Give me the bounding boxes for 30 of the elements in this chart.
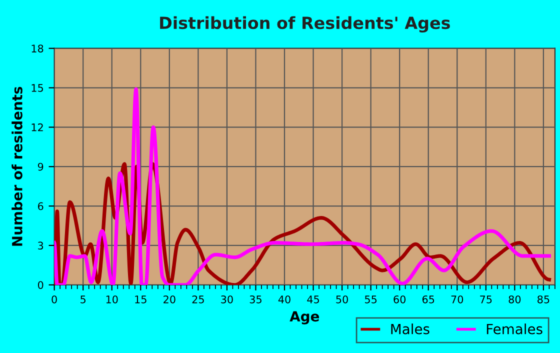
legend-label: Males bbox=[391, 324, 430, 334]
y-tick-label: 0 bbox=[38, 281, 44, 289]
x-tick-label: 5 bbox=[80, 296, 86, 304]
x-axis-title: Age bbox=[290, 311, 320, 324]
x-tick-label: 60 bbox=[394, 295, 406, 304]
x-tick-label: 35 bbox=[250, 295, 262, 304]
x-tick-label: 45 bbox=[307, 296, 319, 304]
x-tick-label: 85 bbox=[538, 295, 550, 304]
y-tick-label: 3 bbox=[38, 242, 44, 250]
x-tick-label: 55 bbox=[364, 296, 377, 304]
x-tick-label: 20 bbox=[164, 295, 176, 304]
x-tick-label: 25 bbox=[192, 295, 204, 304]
y-tick-label: 18 bbox=[32, 44, 44, 52]
x-tick-label: 10 bbox=[106, 295, 118, 304]
x-tick-label: 50 bbox=[336, 295, 348, 304]
x-tick-label: 0 bbox=[52, 295, 57, 304]
x-tick-label: 65 bbox=[422, 295, 434, 304]
y-tick-label: 9 bbox=[38, 162, 44, 171]
y-axis-title: Number of residents bbox=[12, 86, 22, 246]
x-tick-label: 80 bbox=[508, 295, 521, 304]
chart-title: Distribution of Residents' Ages bbox=[160, 16, 450, 33]
y-tick-label: 12 bbox=[32, 123, 43, 132]
x-tick-label: 70 bbox=[451, 295, 464, 304]
x-tick-label: 75 bbox=[480, 296, 492, 304]
y-tick-label: 15 bbox=[32, 84, 43, 92]
x-tick-label: 15 bbox=[135, 296, 146, 304]
y-tick-label: 6 bbox=[38, 202, 44, 210]
legend-label: Females bbox=[486, 324, 542, 334]
x-tick-label: 40 bbox=[278, 295, 290, 304]
x-tick-label: 30 bbox=[221, 295, 233, 304]
